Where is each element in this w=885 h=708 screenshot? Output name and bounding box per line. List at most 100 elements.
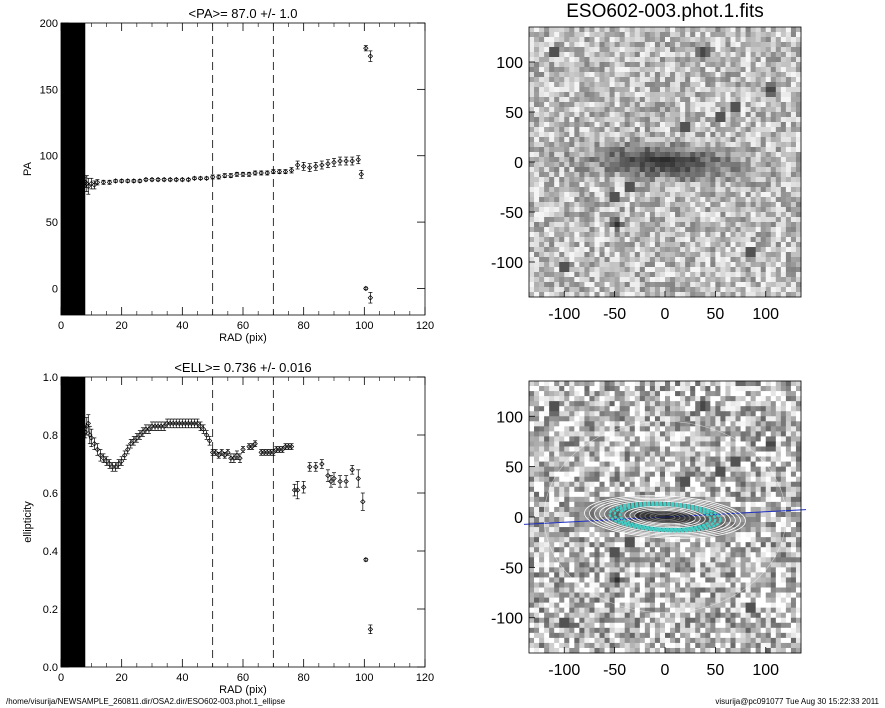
y-tick-label: 50 — [46, 217, 58, 229]
image-pixel — [780, 242, 787, 248]
image-pixel — [665, 421, 671, 427]
image-pixel — [639, 112, 646, 118]
image-pixel — [644, 267, 651, 273]
image-pixel — [715, 47, 721, 53]
image-pixel — [584, 42, 590, 48]
image-pixel — [700, 77, 706, 83]
image-pixel — [559, 47, 565, 53]
image-pixel — [579, 162, 585, 168]
image-pixel — [569, 411, 575, 417]
image-pixel — [654, 177, 661, 183]
image-pixel — [675, 411, 681, 417]
image-pixel — [549, 52, 555, 58]
image-pixel — [604, 232, 610, 238]
image-pixel — [614, 481, 621, 488]
image-pixel — [725, 207, 731, 213]
image-pixel — [675, 277, 681, 283]
image-pixel — [765, 287, 772, 293]
image-pixel — [589, 242, 595, 248]
data-point — [291, 483, 298, 497]
image-pixel — [534, 37, 540, 43]
image-pixel — [745, 262, 752, 268]
image-pixel — [559, 267, 565, 273]
image-pixel — [735, 147, 741, 153]
image-pixel — [579, 127, 585, 133]
image-pixel — [529, 112, 535, 118]
image-pixel — [654, 72, 661, 78]
image-pixel — [614, 192, 621, 198]
image-pixel — [569, 87, 575, 93]
image-pixel — [710, 381, 716, 387]
image-pixel — [670, 42, 676, 48]
image-pixel — [659, 202, 666, 208]
diamond-marker — [115, 461, 122, 467]
image-pixel — [780, 97, 787, 103]
image-pixel — [644, 137, 651, 143]
image-pixel — [780, 42, 787, 48]
image-pixel — [559, 92, 565, 98]
image-pixel — [725, 272, 731, 278]
image-pixel — [559, 456, 565, 462]
image-pixel — [584, 466, 590, 473]
image-pixel — [680, 107, 686, 113]
image-pixel — [685, 421, 691, 427]
image-pixel — [715, 127, 721, 133]
image-pixel — [574, 386, 580, 392]
image-pixel — [670, 396, 676, 402]
image-pixel — [795, 466, 802, 473]
image-pixel — [740, 247, 746, 253]
image-pixel — [644, 257, 651, 263]
image-pixel — [629, 396, 636, 402]
image-pixel — [609, 162, 616, 168]
image-pixel — [614, 292, 621, 298]
image-pixel — [760, 62, 767, 68]
image-pixel — [614, 107, 621, 113]
image-pixel — [720, 77, 726, 83]
image-pixel — [629, 52, 636, 58]
image-pixel — [584, 247, 590, 253]
image-pixel — [755, 441, 762, 447]
image-pixel — [659, 227, 666, 233]
image-pixel — [745, 436, 752, 442]
image-pixel — [740, 222, 746, 228]
image-pixel — [579, 147, 585, 153]
image-pixel — [564, 37, 570, 43]
image-pixel — [529, 292, 535, 298]
image-pixel — [539, 177, 545, 183]
image-pixel — [695, 62, 701, 68]
image-pixel — [710, 102, 716, 108]
image-pixel — [750, 247, 757, 253]
image-pixel — [584, 481, 590, 488]
image-pixel — [670, 436, 676, 442]
image-pixel — [680, 57, 686, 63]
image-pixel — [599, 421, 605, 427]
image-pixel — [569, 401, 575, 407]
image-pixel — [629, 456, 636, 462]
image-pixel — [750, 207, 757, 213]
image-pixel — [534, 247, 540, 253]
image-pixel — [654, 132, 661, 138]
image-pixel — [705, 277, 711, 283]
image-pixel — [634, 461, 641, 468]
image-pixel — [730, 132, 736, 138]
image-pixel — [589, 202, 595, 208]
data-point — [367, 50, 374, 62]
image-pixel — [715, 97, 721, 103]
data-point — [143, 424, 149, 434]
image-pixel — [604, 222, 610, 228]
image-pixel — [710, 127, 716, 133]
image-pixel — [569, 172, 575, 178]
image-pixel — [750, 72, 757, 78]
image-pixel — [639, 97, 646, 103]
image-pixel — [745, 187, 752, 193]
image-pixel — [579, 42, 585, 48]
image-pixel — [790, 117, 797, 123]
image-pixel — [690, 441, 696, 447]
image-pixel — [609, 97, 616, 103]
image-pixel — [705, 227, 711, 233]
image-pixel — [735, 451, 741, 457]
image-pixel — [665, 426, 671, 432]
image-pixel — [785, 247, 792, 253]
image-pixel — [589, 137, 595, 143]
image-pixel — [619, 142, 626, 148]
